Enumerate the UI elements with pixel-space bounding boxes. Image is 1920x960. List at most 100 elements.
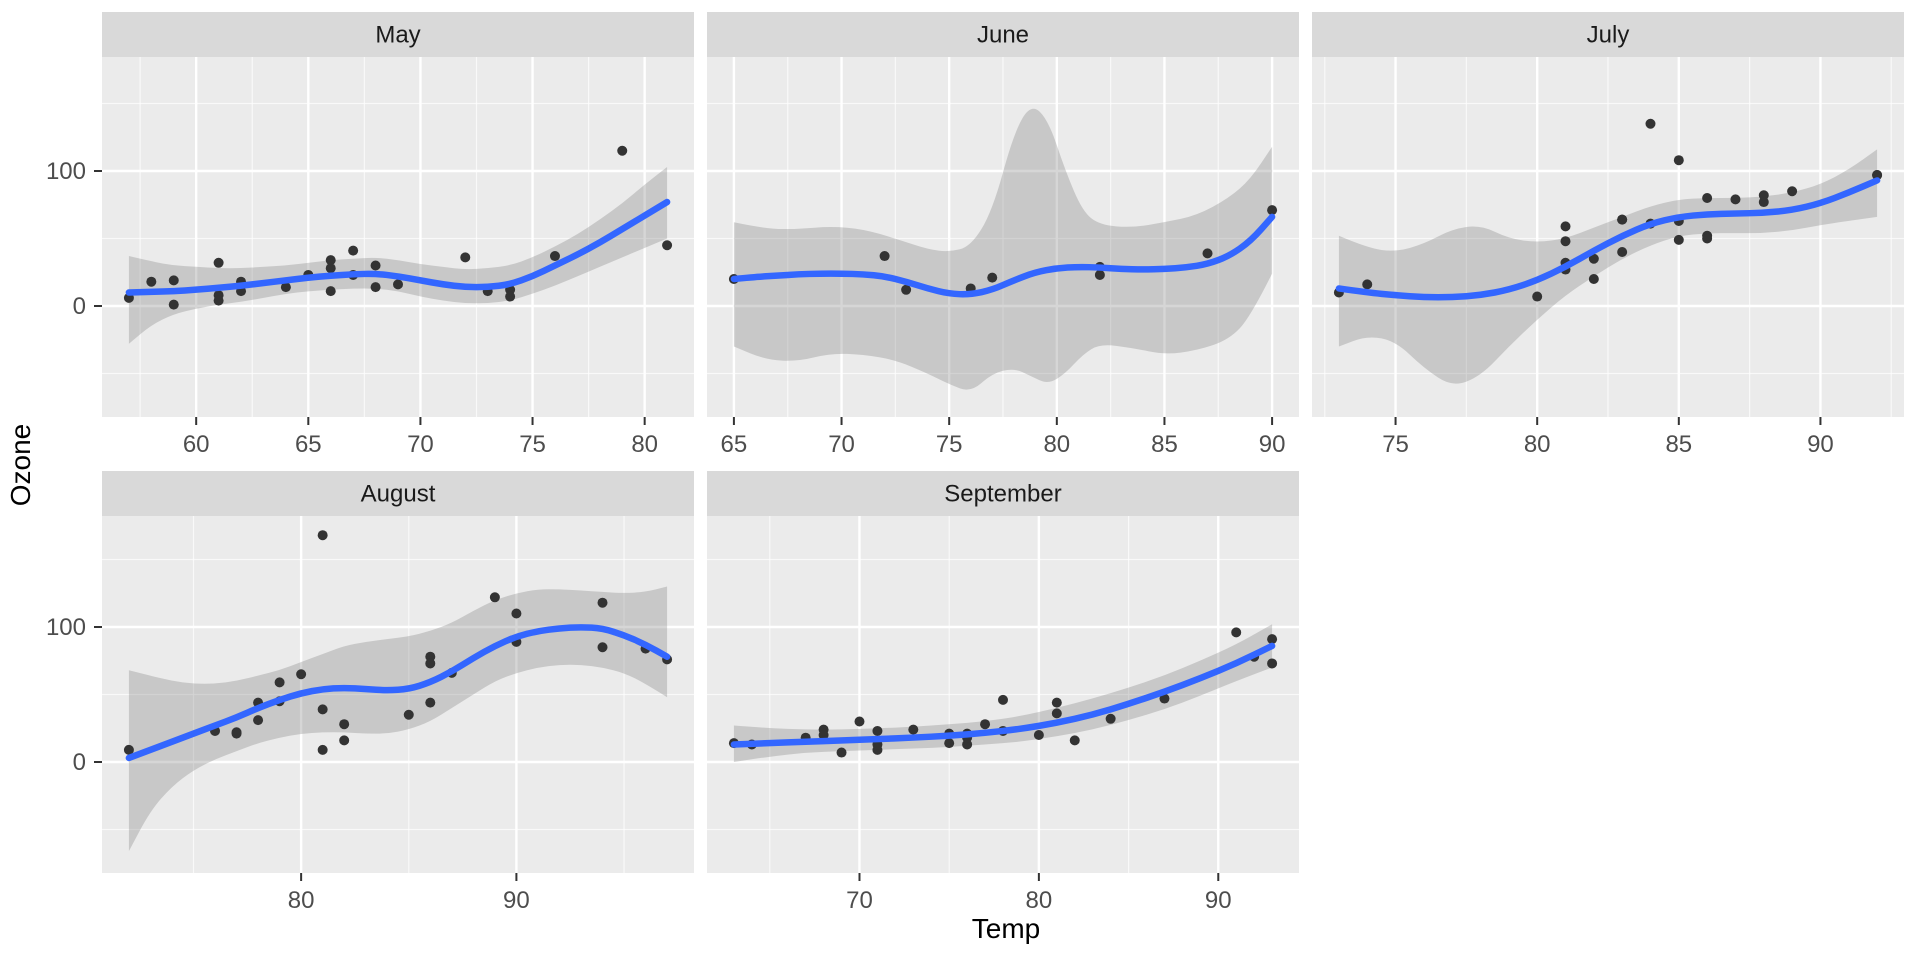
x-tick-label: 60 xyxy=(183,431,210,458)
data-point xyxy=(460,252,471,263)
data-point xyxy=(317,744,328,755)
data-point xyxy=(425,697,436,708)
x-tick-label: 85 xyxy=(1151,431,1178,458)
y-tick-label: 0 xyxy=(73,749,86,776)
data-point xyxy=(317,530,328,541)
data-point xyxy=(908,724,919,735)
data-point xyxy=(1758,190,1769,201)
data-point xyxy=(425,658,436,669)
x-tick-label: 65 xyxy=(295,431,322,458)
data-point xyxy=(489,592,500,603)
data-point xyxy=(1362,279,1373,290)
data-point xyxy=(253,715,264,726)
data-point xyxy=(872,725,883,736)
panel-background xyxy=(102,57,694,417)
data-point xyxy=(348,245,359,256)
confidence-ribbon xyxy=(733,108,1273,390)
y-tick-label: 0 xyxy=(73,293,86,320)
data-point xyxy=(123,744,134,755)
x-tick-label: 70 xyxy=(407,431,434,458)
data-point xyxy=(1094,269,1105,280)
x-axis-title: Temp xyxy=(972,913,1040,944)
data-point xyxy=(1202,248,1213,259)
data-point xyxy=(403,709,414,720)
data-point xyxy=(1105,713,1116,724)
facet-strip-label: August xyxy=(361,481,436,508)
data-point xyxy=(1532,291,1543,302)
data-point xyxy=(836,747,847,758)
facet-july: July 75 80 85 90 xyxy=(1312,12,1904,458)
facet-strip-label: June xyxy=(977,22,1029,49)
smooth-line xyxy=(730,642,1276,748)
x-tick-label: 90 xyxy=(1259,431,1286,458)
facet-strip xyxy=(102,12,694,57)
facet-september: September 70 80 90 xyxy=(707,471,1299,914)
x-tick-label: 70 xyxy=(846,887,873,914)
data-point xyxy=(511,608,522,619)
data-point xyxy=(325,255,336,266)
x-tick-label: 90 xyxy=(503,887,530,914)
data-point xyxy=(1159,693,1170,704)
facet-august: August 80 90 0 100 xyxy=(46,471,694,914)
x-tick-label: 75 xyxy=(936,431,963,458)
facet-strip-label: September xyxy=(944,481,1061,508)
data-point xyxy=(168,299,179,310)
data-point xyxy=(597,642,608,653)
facet-strip xyxy=(1312,12,1904,57)
data-point xyxy=(325,286,336,297)
data-point xyxy=(597,597,608,608)
data-point xyxy=(1588,253,1599,264)
facet-strip-label: July xyxy=(1587,22,1630,49)
data-point xyxy=(1872,170,1883,181)
facet-strip xyxy=(707,471,1299,516)
data-point xyxy=(1617,247,1628,257)
x-tick-label: 90 xyxy=(1205,887,1232,914)
data-point xyxy=(549,251,560,262)
x-tick-label: 80 xyxy=(288,887,315,914)
data-point xyxy=(1702,193,1713,203)
data-point xyxy=(339,719,350,730)
data-point xyxy=(1051,697,1062,708)
confidence-ribbon xyxy=(1338,149,1878,384)
data-point xyxy=(370,260,381,271)
y-tick-label: 100 xyxy=(46,158,86,185)
x-tick-label: 85 xyxy=(1665,431,1692,458)
data-point xyxy=(879,251,890,262)
x-tick-label: 70 xyxy=(828,431,855,458)
data-point xyxy=(1069,735,1080,746)
x-tick-label: 75 xyxy=(1382,431,1409,458)
data-point xyxy=(1231,627,1242,638)
data-point xyxy=(1617,214,1628,225)
data-point xyxy=(1673,155,1684,166)
data-point xyxy=(325,263,336,274)
data-point xyxy=(1702,233,1713,244)
x-tick-label: 65 xyxy=(721,431,748,458)
data-point xyxy=(818,730,829,740)
data-point xyxy=(987,272,998,283)
data-point xyxy=(213,257,224,268)
data-point xyxy=(317,704,328,715)
data-point xyxy=(280,282,291,293)
data-point xyxy=(854,716,865,727)
data-point xyxy=(1267,205,1278,216)
data-point xyxy=(944,738,955,749)
data-point xyxy=(1560,236,1571,247)
data-point xyxy=(980,719,991,730)
data-point xyxy=(505,291,516,302)
facet-strip-label: May xyxy=(375,22,420,49)
data-point xyxy=(1645,118,1656,129)
data-point xyxy=(168,275,179,286)
x-tick-label: 80 xyxy=(1026,887,1053,914)
data-point xyxy=(339,735,350,746)
data-point xyxy=(231,728,242,739)
data-point xyxy=(274,677,285,688)
facet-june: June 65 70 75 80 85 90 xyxy=(707,12,1299,458)
data-point xyxy=(1588,274,1599,284)
x-tick-label: 80 xyxy=(1524,431,1551,458)
data-point xyxy=(1673,234,1684,245)
smooth-line xyxy=(1335,177,1881,301)
data-point xyxy=(1051,708,1062,719)
data-point xyxy=(1560,221,1571,232)
